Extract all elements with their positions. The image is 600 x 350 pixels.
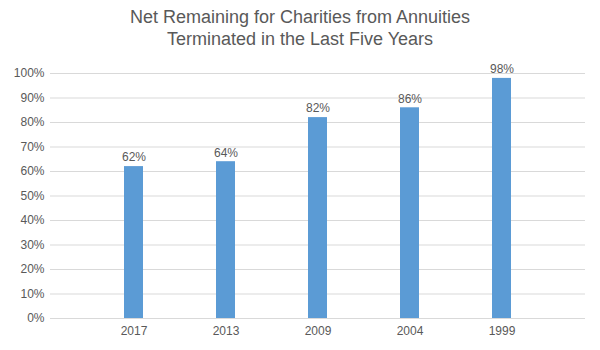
svg-text:60%: 60% — [20, 164, 44, 178]
svg-text:1999: 1999 — [489, 324, 516, 338]
svg-text:2013: 2013 — [213, 324, 240, 338]
svg-text:2009: 2009 — [305, 324, 332, 338]
svg-text:10%: 10% — [20, 287, 44, 301]
svg-text:30%: 30% — [20, 238, 44, 252]
svg-text:62%: 62% — [122, 150, 146, 164]
svg-text:2004: 2004 — [397, 324, 424, 338]
svg-text:90%: 90% — [20, 91, 44, 105]
svg-text:80%: 80% — [20, 115, 44, 129]
svg-text:50%: 50% — [20, 189, 44, 203]
svg-text:82%: 82% — [306, 101, 330, 115]
svg-text:100%: 100% — [14, 66, 45, 80]
svg-text:0%: 0% — [27, 311, 45, 325]
html-text:Net Remaining for Charities fr: Net Remaining for Charities from Annuiti… — [129, 7, 471, 49]
svg-text:20%: 20% — [20, 262, 44, 276]
svg-text:64%: 64% — [214, 146, 238, 160]
svg-text:2017: 2017 — [121, 324, 148, 338]
svg-text:98%: 98% — [490, 62, 514, 76]
svg-text:70%: 70% — [20, 140, 44, 154]
svg-text:86%: 86% — [398, 92, 422, 106]
svg-text:40%: 40% — [20, 213, 44, 227]
